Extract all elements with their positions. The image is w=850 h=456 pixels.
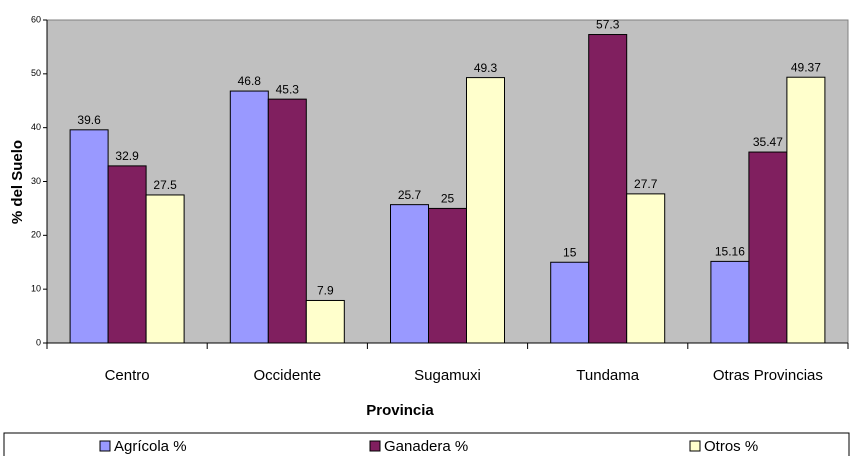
data-label: 49.37 <box>791 60 821 74</box>
data-label: 27.5 <box>153 178 177 192</box>
legend-box <box>3 432 850 456</box>
legend-label: Agrícola % <box>114 438 187 455</box>
bar <box>145 194 185 344</box>
data-label: 25.7 <box>398 188 422 202</box>
data-label: 45.3 <box>276 82 300 96</box>
bar <box>390 204 429 344</box>
bar <box>305 299 345 344</box>
data-label: 27.7 <box>634 177 658 191</box>
data-label: 35.47 <box>753 135 783 149</box>
data-label: 15 <box>563 245 577 259</box>
data-label: 15.16 <box>715 245 745 259</box>
data-label: 57.3 <box>596 18 620 32</box>
bar <box>710 260 750 344</box>
data-label: 49.3 <box>474 61 498 75</box>
bar <box>626 193 666 344</box>
legend-label: Ganadera % <box>384 438 468 455</box>
data-label: 39.6 <box>77 113 101 127</box>
bar <box>107 165 147 344</box>
data-label: 46.8 <box>238 74 262 88</box>
x-tick-label: Centro <box>104 367 150 384</box>
data-label: 32.9 <box>115 149 139 163</box>
x-tick-label: Otras Provincias <box>712 367 823 384</box>
y-tick-label: 10 <box>31 284 41 294</box>
bar <box>748 151 788 344</box>
bar <box>588 34 628 344</box>
x-tick-label: Occidente <box>253 367 322 384</box>
x-tick-label: Sugamuxi <box>414 367 481 384</box>
data-label: 25 <box>441 192 455 206</box>
legend-label: Otros % <box>704 438 758 455</box>
y-axis-title: % del Suelo <box>9 140 26 224</box>
bar <box>69 129 109 344</box>
y-tick-label: 50 <box>31 68 41 78</box>
bar <box>428 207 467 344</box>
y-tick-label: 20 <box>31 230 41 240</box>
y-tick-label: 60 <box>31 14 41 24</box>
bar <box>267 98 307 344</box>
y-tick-label: 30 <box>31 176 41 186</box>
x-axis-title: Provincia <box>366 402 434 419</box>
y-tick-label: 0 <box>36 337 41 347</box>
bar <box>229 90 269 344</box>
legend-swatch <box>369 440 381 452</box>
bar <box>466 77 505 344</box>
legend: Agrícola % Ganadera % Otros % <box>3 432 850 456</box>
bar <box>786 76 826 344</box>
bar <box>550 261 590 344</box>
y-tick-label: 40 <box>31 122 41 132</box>
data-label: 7.9 <box>317 284 334 298</box>
legend-swatch <box>689 440 701 452</box>
legend-swatch <box>99 440 111 452</box>
x-tick-label: Tundama <box>576 367 640 384</box>
